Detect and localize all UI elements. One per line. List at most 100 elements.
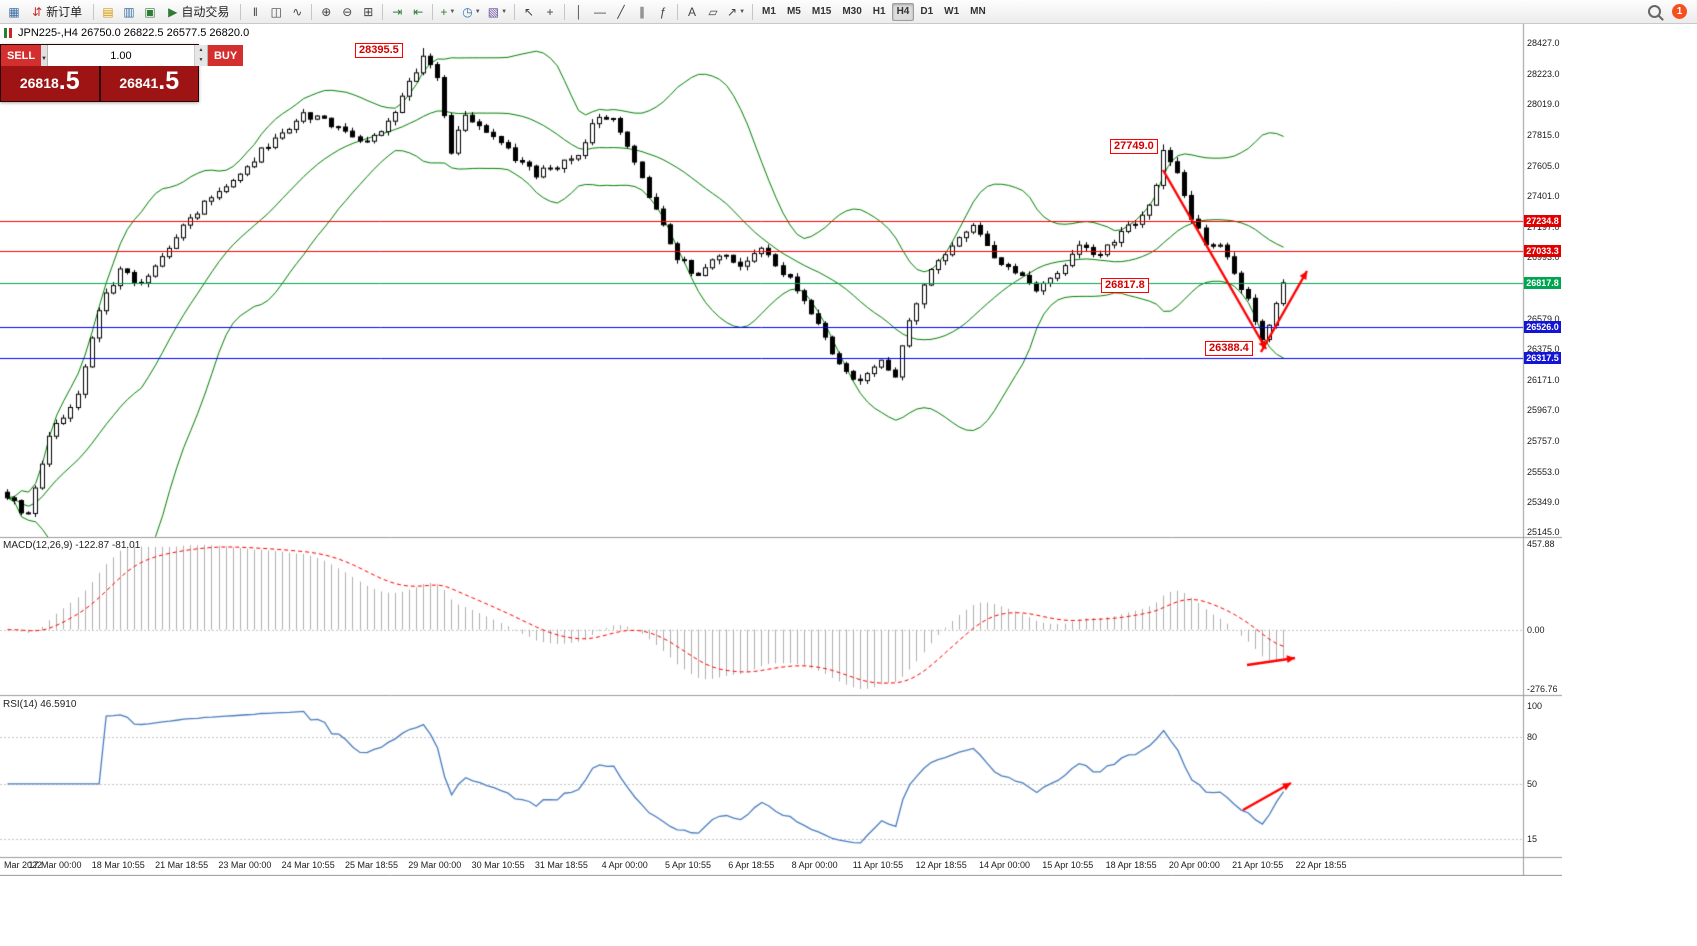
toolbar-separator — [240, 3, 242, 20]
time-axis-label: 31 Mar 18:55 — [534, 860, 588, 870]
cursor-icon: ↖ — [524, 4, 535, 19]
volume-field: ▲ ▼ — [46, 45, 208, 66]
timeframe-m1-button-label: M1 — [762, 6, 776, 17]
time-axis-label: Mar 2022 — [4, 860, 43, 870]
time-axis-label: 6 Apr 18:55 — [728, 860, 775, 870]
time-axis-label: 30 Mar 10:55 — [471, 860, 525, 870]
line-chart-icon: ∿ — [292, 4, 303, 19]
search-button[interactable] — [1644, 2, 1664, 22]
timeframe-w1-button[interactable]: W1 — [939, 3, 964, 21]
price-chart-canvas[interactable] — [0, 24, 1562, 876]
caret-down-icon: ▼ — [41, 56, 47, 62]
rsi-axis-label: 50 — [1527, 778, 1538, 789]
main-toolbar: ▦ ⇵ 新订单 ▤ ▥ ▣ ▶ 自动交易 ‖ ◫ ∿ ⊕ ⊖ ⊞ ⇥ ⇤ + ▼ ◷ ▼ ▧ ▼ ↖ + │ — ╱ ∥ ƒ A ▱ ↗ ▼ M1… — [0, 0, 1697, 24]
indicators-button[interactable]: + ▼ — [437, 2, 458, 22]
horizontal-line-button[interactable]: — — [590, 2, 610, 22]
auto-scroll-button[interactable]: ⇥ — [387, 2, 407, 22]
navigator-button[interactable]: ▥ — [119, 2, 139, 22]
timeframe-h4-button[interactable]: H4 — [891, 2, 915, 21]
time-axis-label: 12 Apr 18:55 — [915, 860, 967, 870]
sell-price[interactable]: 26818.5 — [1, 66, 99, 101]
new-chart-button[interactable]: ▦ — [4, 2, 24, 22]
text-icon: A — [688, 4, 697, 19]
price-tag: 26526.0 — [1524, 320, 1561, 333]
timeframe-m15-button[interactable]: M15 — [807, 3, 836, 21]
price-axis-label: 25145.0 — [1527, 527, 1560, 538]
line-chart-button[interactable]: ∿ — [287, 2, 307, 22]
zoom-in-button[interactable]: ⊕ — [316, 2, 336, 22]
market-watch-icon: ▤ — [102, 4, 114, 19]
navigator-icon: ▥ — [123, 4, 135, 19]
caret-down-icon: ▼ — [739, 8, 746, 15]
tile-windows-button[interactable]: ⊞ — [358, 2, 378, 22]
notification-badge[interactable]: 1 — [1672, 4, 1687, 19]
macd-axis-label: 457.88 — [1527, 539, 1555, 549]
vertical-line-button[interactable]: │ — [569, 2, 589, 22]
caret-down-icon: ▼ — [449, 8, 456, 15]
periods-icon: ◷ — [462, 4, 473, 19]
caret-down-icon: ▼ — [501, 8, 508, 15]
volume-input[interactable] — [47, 45, 194, 66]
chart-shift-button[interactable]: ⇤ — [408, 2, 428, 22]
cursor-button[interactable]: ↖ — [519, 2, 539, 22]
timeframe-m5-button[interactable]: M5 — [782, 3, 806, 21]
price-axis-label: 25553.0 — [1527, 466, 1560, 477]
zoom-out-button[interactable]: ⊖ — [337, 2, 357, 22]
auto-scroll-icon: ⇥ — [392, 4, 403, 19]
autotrading-button[interactable]: ▶ 自动交易 — [161, 2, 236, 22]
timeframe-h4-button-label: H4 — [896, 6, 910, 17]
time-axis-label: 15 Apr 10:55 — [1042, 860, 1094, 870]
volume-decrease-button[interactable]: ▼ — [194, 55, 207, 66]
time-axis-label: 25 Mar 18:55 — [344, 860, 399, 870]
chart-symbol-icon — [4, 28, 14, 38]
fibonacci-button[interactable]: ƒ — [653, 2, 673, 22]
new-chart-icon: ▦ — [8, 4, 20, 19]
timeframe-m30-button[interactable]: M30 — [837, 3, 866, 21]
timeframe-m1-button[interactable]: M1 — [757, 3, 781, 21]
trendline-button[interactable]: ╱ — [611, 2, 631, 22]
time-axis-label: 21 Mar 18:55 — [155, 860, 209, 870]
crosshair-icon: + — [546, 4, 554, 19]
templates-button[interactable]: ▧ ▼ — [485, 2, 510, 22]
periods-button[interactable]: ◷ ▼ — [459, 2, 483, 22]
chart-ohlc-header: JPN225-,H4 26750.0 26822.5 26577.5 26820… — [4, 27, 249, 39]
timeframe-h1-button[interactable]: H1 — [868, 3, 891, 21]
toolbar-right-group: 1 — [1644, 2, 1687, 22]
bar-chart-button[interactable]: ‖ — [245, 2, 265, 22]
sell-button[interactable]: SELL — [1, 45, 41, 66]
timeframe-d1-button-label: D1 — [920, 6, 934, 17]
price-axis-label: 27605.0 — [1527, 160, 1560, 171]
timeframe-d1-button[interactable]: D1 — [915, 3, 938, 21]
terminal-button[interactable]: ▣ — [140, 2, 160, 22]
buy-price[interactable]: 26841.5 — [100, 66, 198, 101]
price-annotation: 28395.5 — [355, 43, 403, 58]
text-button[interactable]: A — [682, 2, 702, 22]
rsi-axis-label: 80 — [1527, 731, 1538, 742]
label-button[interactable]: ▱ — [703, 2, 723, 22]
arrows-button[interactable]: ↗ ▼ — [724, 2, 748, 22]
toolbar-separator — [311, 3, 313, 20]
price-tag: 26817.8 — [1524, 277, 1561, 290]
candlestick-chart-button[interactable]: ◫ — [266, 2, 286, 22]
new-order-button[interactable]: ⇵ 新订单 — [25, 2, 89, 22]
templates-icon: ▧ — [487, 4, 500, 19]
terminal-icon: ▣ — [144, 4, 156, 19]
rsi-axis-label: 15 — [1527, 833, 1538, 844]
buy-button[interactable]: BUY — [207, 45, 244, 66]
trendline-icon: ╱ — [617, 4, 625, 19]
price-axis-label: 28427.0 — [1527, 38, 1560, 49]
market-watch-button[interactable]: ▤ — [98, 2, 118, 22]
sell-price-fraction: .5 — [58, 67, 80, 95]
time-axis-label: 14 Apr 00:00 — [978, 860, 1031, 870]
channel-button[interactable]: ∥ — [632, 2, 652, 22]
order-type-dropdown[interactable]: ▼ — [41, 45, 47, 66]
toolbar-separator — [432, 3, 434, 20]
horizontal-line-icon: — — [594, 4, 607, 19]
toolbar-separator — [382, 3, 384, 20]
autotrading-icon: ▶ — [168, 4, 178, 19]
timeframe-mn-button[interactable]: MN — [965, 3, 991, 21]
bar-chart-icon: ‖ — [252, 4, 258, 19]
crosshair-button[interactable]: + — [540, 2, 560, 22]
volume-increase-button[interactable]: ▲ — [194, 45, 207, 56]
